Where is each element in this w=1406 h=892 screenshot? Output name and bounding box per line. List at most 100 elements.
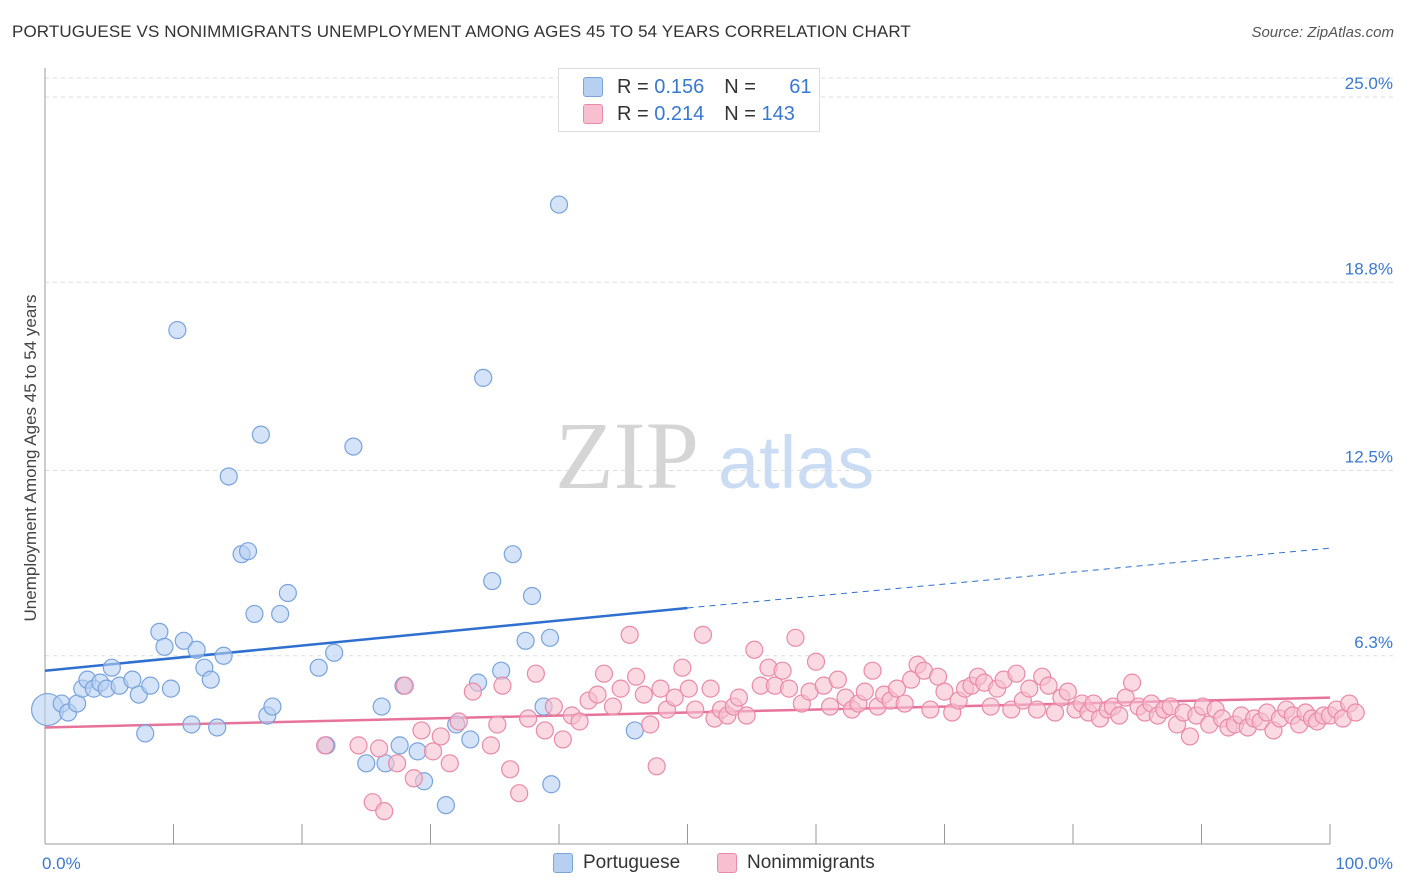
- portuguese-point: [214, 646, 233, 665]
- nonimmigrants-point: [647, 757, 666, 776]
- grid-lines: [45, 77, 1395, 657]
- portuguese-point: [251, 425, 270, 444]
- nonimmigrants-point: [786, 628, 805, 647]
- nonimmigrants-point: [603, 697, 623, 716]
- portuguese-point: [309, 658, 328, 677]
- portuguese-point: [174, 631, 193, 650]
- nonimmigrants-point: [773, 661, 792, 680]
- x-tick-label: 0.0%: [42, 854, 81, 873]
- portuguese-point: [540, 628, 560, 647]
- nonimmigrants-point: [535, 721, 554, 740]
- portuguese-point: [102, 658, 121, 677]
- nonimmigrants-point: [745, 640, 764, 659]
- nonimmigrants-point: [1007, 664, 1026, 683]
- legend-swatch-portuguese: [583, 77, 603, 97]
- portuguese-point: [372, 697, 391, 716]
- nonimmigrants-point: [488, 715, 507, 734]
- nonimmigrants-point: [620, 625, 639, 644]
- nonimmigrants-point: [679, 679, 698, 698]
- portuguese-point: [238, 542, 258, 561]
- nonimmigrants-point: [1027, 700, 1047, 719]
- nonimmigrants-point: [651, 679, 670, 698]
- portuguese-point: [201, 670, 220, 689]
- x-tick-label: 100.0%: [1335, 854, 1393, 873]
- portuguese-point: [474, 368, 493, 387]
- nonimmigrants-point: [510, 784, 529, 803]
- nonimmigrants-point: [519, 709, 538, 728]
- portuguese-point: [344, 437, 363, 456]
- portuguese-point: [542, 775, 561, 794]
- nonimmigrants-point: [493, 676, 512, 695]
- portuguese-point: [168, 320, 187, 340]
- portuguese-point: [245, 604, 264, 624]
- nonimmigrants-point: [553, 730, 572, 749]
- nonimmigrants-point: [1039, 676, 1058, 695]
- portuguese-point: [208, 718, 227, 737]
- portuguese-point: [549, 195, 569, 214]
- nonimmigrants-point: [1346, 703, 1365, 722]
- nonimmigrants-point: [481, 736, 500, 755]
- legend-row-nonimmigrants: R = 0.214 N = 143: [583, 102, 812, 126]
- portuguese-point: [522, 586, 542, 606]
- nonimmigrants-point: [412, 721, 431, 740]
- portuguese-point: [182, 715, 201, 734]
- bottom-legend-nonimmigrants: Nonimmigrants: [717, 852, 875, 874]
- watermark-atlas: atlas: [718, 421, 874, 504]
- nonimmigrants-point: [463, 682, 483, 701]
- portuguese-point: [436, 796, 456, 815]
- nonimmigrants-point: [1058, 682, 1077, 701]
- y-axis-title: Unemployment Among Ages 45 to 54 years: [21, 295, 40, 622]
- nonimmigrants-point: [544, 697, 563, 716]
- nonimmigrants-point: [611, 679, 630, 698]
- nonimmigrants-point: [594, 664, 614, 683]
- nonimmigrants-point: [737, 706, 756, 725]
- portuguese-point: [155, 637, 174, 656]
- legend-n-label: N =: [724, 102, 762, 125]
- nonimmigrants-point: [1020, 679, 1039, 698]
- portuguese-point: [503, 545, 522, 564]
- legend-swatch-nonimmigrants: [583, 104, 603, 124]
- y-tick-label: 12.5%: [1345, 448, 1393, 467]
- bottom-legend-label-portuguese: Portuguese: [583, 852, 681, 873]
- nonimmigrants-point: [501, 760, 520, 779]
- nonimmigrants-point: [1110, 706, 1129, 725]
- legend-r-value: 0.214: [654, 102, 705, 125]
- source-label: Source: ZipAtlas.com: [1251, 24, 1394, 41]
- y-tick-label: 18.8%: [1345, 259, 1393, 278]
- bottom-legend-swatch-portuguese: [553, 853, 573, 873]
- nonimmigrants-point: [701, 679, 720, 698]
- axes: [44, 68, 1331, 845]
- nonimmigrants-point: [855, 682, 874, 701]
- bottom-legend-portuguese: Portuguese: [553, 852, 680, 874]
- nonimmigrants-point: [375, 802, 394, 821]
- portuguese-point: [263, 697, 282, 716]
- chart-title: PORTUGUESE VS NONIMMIGRANTS UNEMPLOYMENT…: [12, 22, 911, 41]
- trend-line-portuguese-projection: [687, 547, 1331, 609]
- tick-labels: 6.3% 12.5% 18.8% 25.0% 0.0% 100.0%: [42, 74, 1393, 873]
- nonimmigrants-point: [588, 685, 607, 704]
- nonimmigrants-point: [693, 625, 713, 644]
- nonimmigrants-point: [673, 658, 692, 677]
- legend-r-label: R =: [617, 75, 655, 98]
- portuguese-point: [271, 604, 290, 624]
- legend-row-portuguese: R = 0.156 N = 61: [583, 75, 812, 99]
- legend-r-label: R =: [617, 102, 655, 125]
- y-tick-label: 6.3%: [1354, 633, 1393, 652]
- nonimmigrants-point: [935, 682, 954, 701]
- legend-n-value: 61: [789, 75, 812, 98]
- legend-n-value: 143: [761, 102, 795, 125]
- portuguese-point: [625, 721, 644, 740]
- portuguese-point: [483, 571, 502, 591]
- portuguese-point: [219, 467, 238, 486]
- nonimmigrants-point: [863, 661, 882, 680]
- data-points: [30, 195, 1365, 821]
- legend-n-label: N =: [724, 75, 762, 98]
- nonimmigrants-point: [449, 712, 468, 731]
- nonimmigrants-point: [828, 670, 847, 689]
- portuguese-point: [278, 583, 297, 603]
- nonimmigrants-point: [641, 715, 660, 734]
- nonimmigrants-point: [686, 700, 705, 719]
- nonimmigrants-point: [729, 688, 749, 707]
- portuguese-point: [357, 754, 376, 773]
- nonimmigrants-point: [634, 685, 653, 704]
